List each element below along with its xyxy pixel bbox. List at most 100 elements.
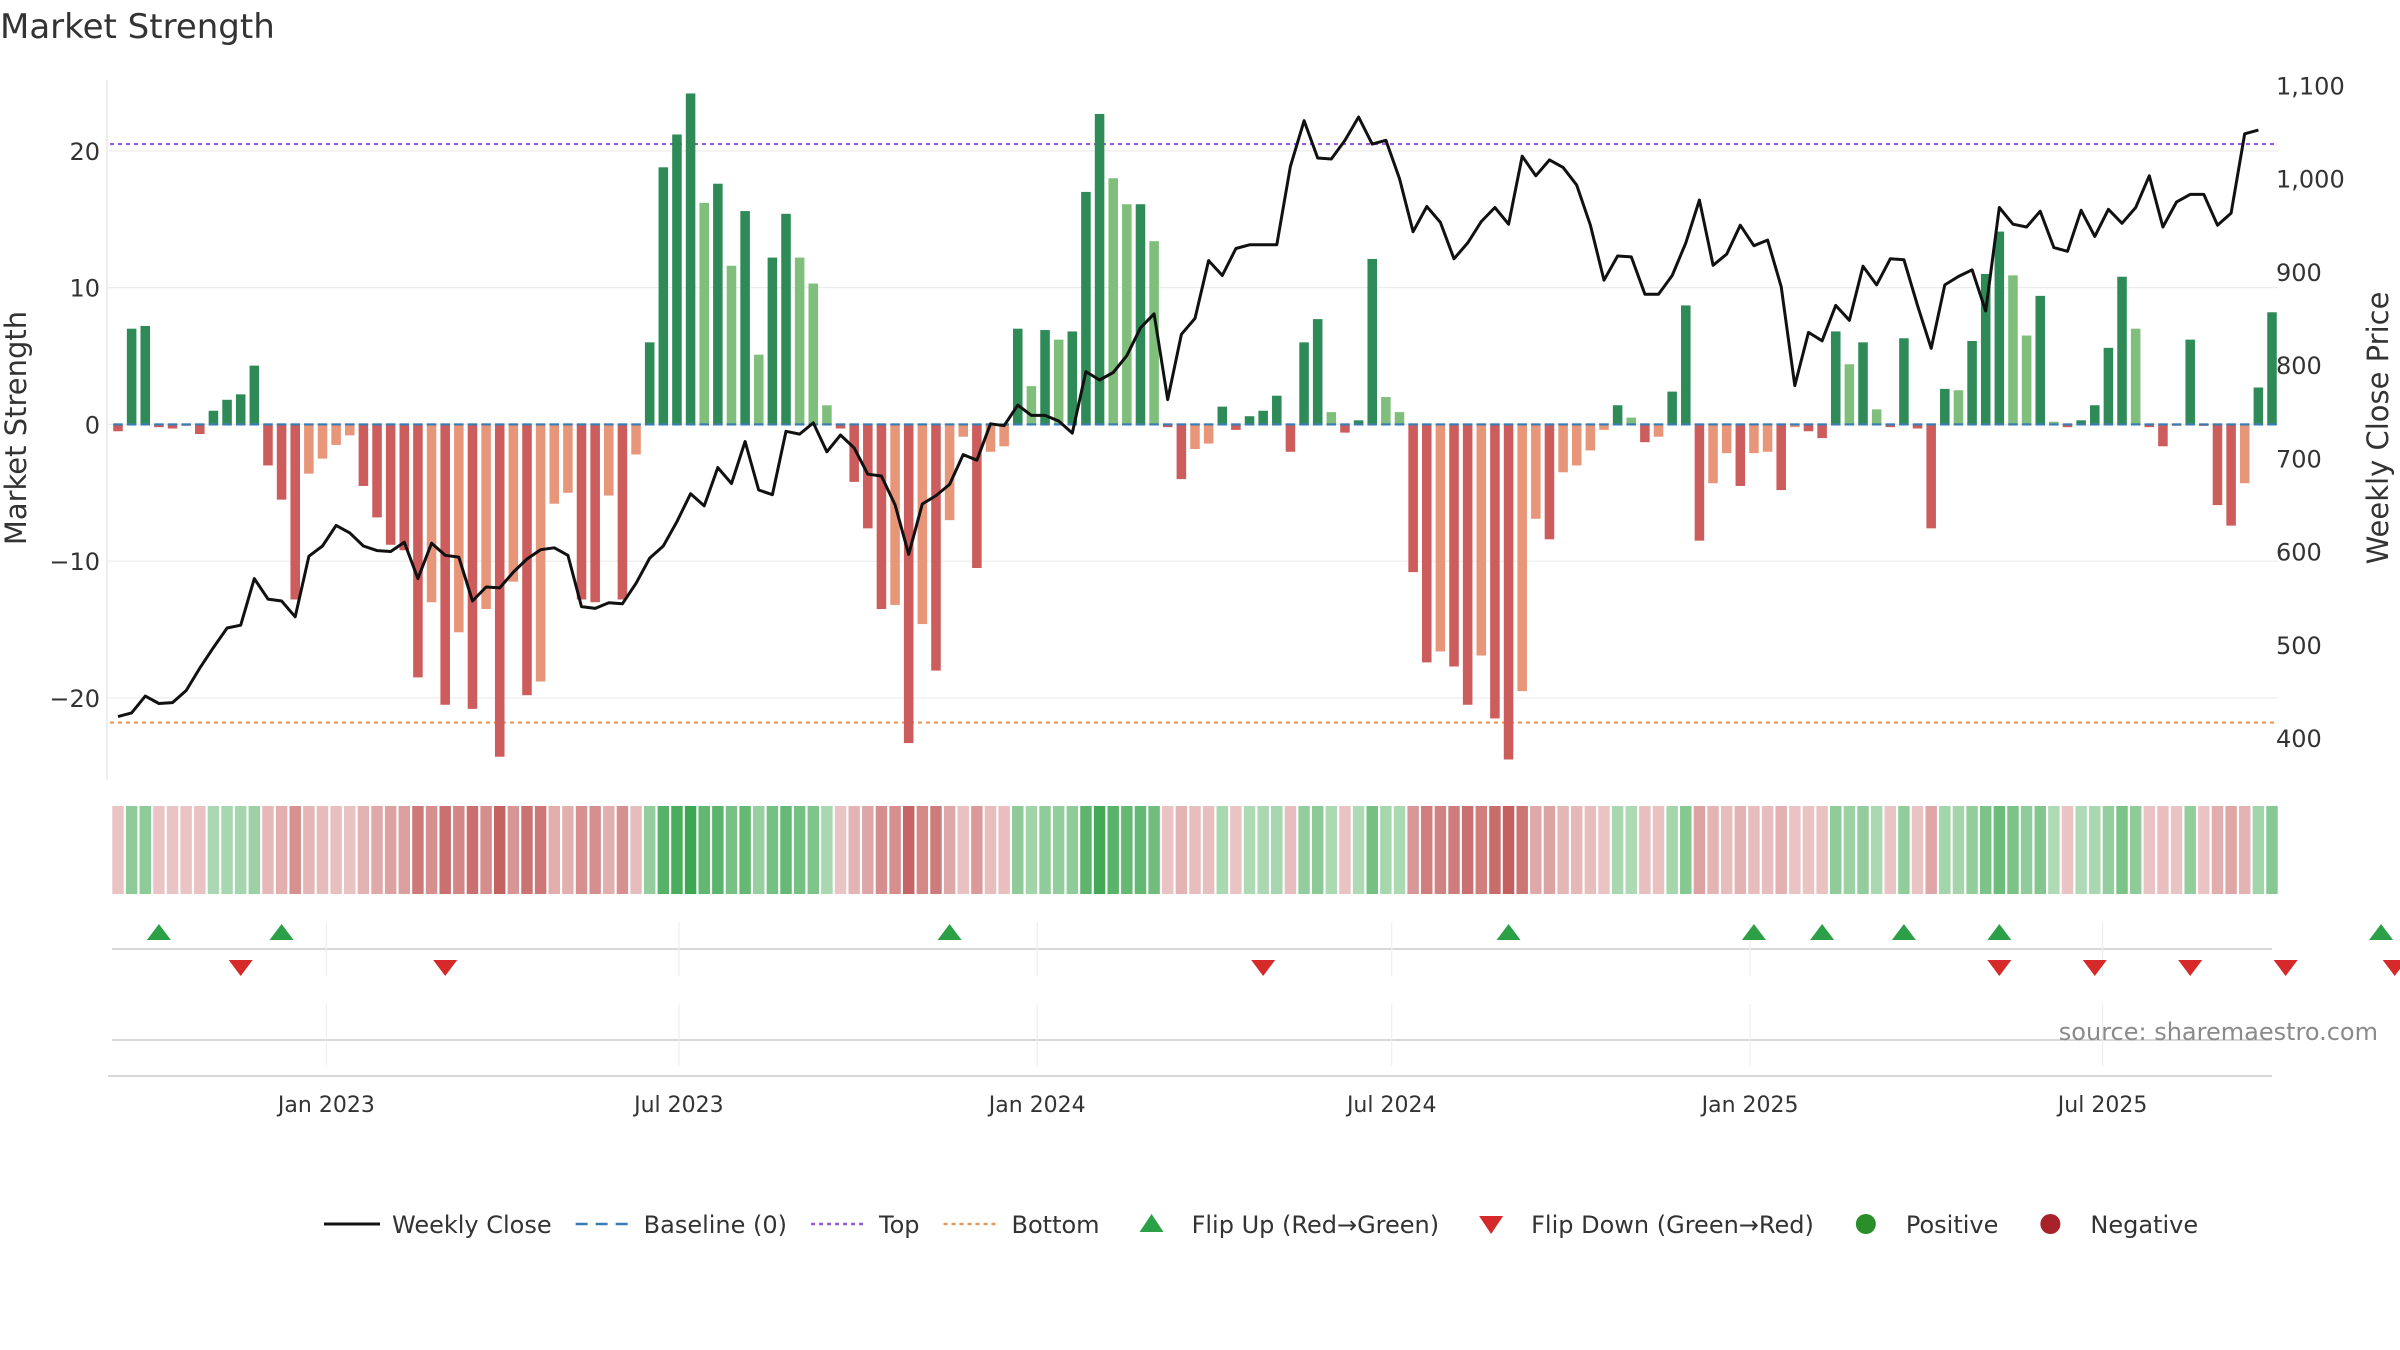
strength-bar xyxy=(1122,204,1132,425)
y-axis-left-label: Market Strength xyxy=(0,311,33,545)
strength-bar xyxy=(167,424,178,429)
strength-bar xyxy=(344,424,355,436)
strength-bar xyxy=(2239,424,2250,484)
heat-strip-cell xyxy=(153,806,165,894)
heat-strip-cell xyxy=(275,806,288,894)
heat-strip-cell xyxy=(821,806,833,894)
strength-bar xyxy=(2103,347,2114,425)
legend-item: Negative xyxy=(2040,1211,2198,1239)
heat-strip-cell xyxy=(589,806,601,894)
flip-down-marker xyxy=(2082,960,2107,976)
flip-up-marker xyxy=(269,924,294,940)
strength-bar xyxy=(1149,241,1159,425)
heat-strip-cell xyxy=(1925,806,1937,894)
heat-strip-cell xyxy=(603,806,615,894)
strength-heat-strip xyxy=(112,806,2278,894)
flip-down-marker xyxy=(2178,960,2203,976)
heat-strip-cell xyxy=(2266,806,2278,894)
strength-bar xyxy=(1940,388,1950,425)
strength-bar xyxy=(494,424,505,757)
heat-strip-cell xyxy=(1039,806,1051,894)
strength-bar xyxy=(999,424,1009,447)
heat-strip-cell xyxy=(2170,806,2183,894)
heat-strip-cell xyxy=(1066,806,1079,894)
strength-bar xyxy=(2076,420,2086,425)
heat-strip-cell xyxy=(1393,806,1406,894)
strength-bar xyxy=(1558,424,1568,473)
heat-strip-cell xyxy=(1271,806,1283,894)
strength-bar xyxy=(126,328,137,425)
strength-bar xyxy=(1885,424,1896,428)
heat-strip-cell xyxy=(125,806,138,894)
heat-strip-cell xyxy=(1748,806,1760,894)
y-tick-label-left: −10 xyxy=(49,548,100,576)
strength-bar xyxy=(1640,424,1650,443)
heat-strip-cell xyxy=(671,806,683,894)
strength-bar xyxy=(794,257,805,425)
flip-up-marker xyxy=(937,924,962,940)
legend-label: Negative xyxy=(2090,1211,2198,1239)
flip-down-marker xyxy=(2382,960,2400,976)
heat-strip-cell xyxy=(1407,806,1419,894)
flip-down-marker xyxy=(1251,960,1276,976)
heat-strip-cell xyxy=(930,806,942,894)
strength-bar xyxy=(508,424,519,582)
strength-bar xyxy=(399,424,410,551)
strength-bar xyxy=(1585,424,1596,451)
legend-swatch xyxy=(1479,1216,1504,1234)
heat-strip-cell xyxy=(1134,806,1147,894)
heat-strip-cell xyxy=(698,806,710,894)
strength-bar xyxy=(822,405,832,425)
chart-title: Market Strength xyxy=(0,7,275,47)
heat-strip-cell xyxy=(753,806,765,894)
legend-label: Flip Up (Red→Green) xyxy=(1192,1211,1440,1239)
y-tick-label-right: 500 xyxy=(2276,632,2322,660)
heat-strip-cell xyxy=(1979,806,1992,894)
strength-bar xyxy=(1490,424,1500,719)
heat-strip-cell xyxy=(2143,806,2156,894)
heat-strip-cell xyxy=(1148,806,1160,894)
strength-bar xyxy=(1926,424,1936,529)
heat-strip-cell xyxy=(534,806,547,894)
heat-strip-cell xyxy=(1257,806,1269,894)
strength-bar xyxy=(1476,424,1487,656)
heat-strip-cell xyxy=(248,806,261,894)
heat-strip-cell xyxy=(398,806,411,894)
strength-bar xyxy=(1858,342,1868,425)
heat-strip-cell xyxy=(2102,806,2115,894)
strength-bar xyxy=(699,202,709,425)
strength-bar xyxy=(2117,276,2127,425)
heat-strip-cell xyxy=(1611,806,1624,894)
strength-bar xyxy=(235,394,246,425)
heat-strip-cell xyxy=(957,806,969,894)
strength-bar xyxy=(249,365,260,425)
y-tick-label-left: −20 xyxy=(49,685,100,713)
heat-strip-cell xyxy=(1284,806,1297,894)
legend-item: Positive xyxy=(1855,1211,1998,1239)
heat-strip-cell xyxy=(344,806,356,894)
weekly-close-line xyxy=(117,115,2259,719)
flip-up-marker xyxy=(1891,924,1916,940)
heat-strip-cell xyxy=(739,806,751,894)
strength-bar xyxy=(1231,424,1241,430)
heat-strip-cell xyxy=(1898,806,1910,894)
strength-bar xyxy=(644,342,655,425)
strength-bar xyxy=(658,167,669,425)
heat-strip-cell xyxy=(221,806,233,894)
strength-bar xyxy=(1667,391,1677,425)
heat-strip-cell xyxy=(1952,806,1965,894)
heat-strip-cell xyxy=(1025,806,1038,894)
strength-bar xyxy=(985,424,996,452)
strength-bar xyxy=(1599,424,1609,430)
x-tick-label: Jul 2024 xyxy=(1345,1093,1437,1118)
strength-bar xyxy=(440,424,450,705)
flip-down-marker xyxy=(433,960,458,976)
heat-strip-cell xyxy=(2184,806,2196,894)
strength-bar xyxy=(767,257,778,425)
heat-strip-cell xyxy=(1202,806,1215,894)
strength-bar xyxy=(1353,420,1364,425)
strength-bar xyxy=(317,424,328,459)
strength-bar xyxy=(535,424,546,682)
heat-strip-cell xyxy=(889,806,901,894)
strength-bar xyxy=(1953,390,1964,425)
